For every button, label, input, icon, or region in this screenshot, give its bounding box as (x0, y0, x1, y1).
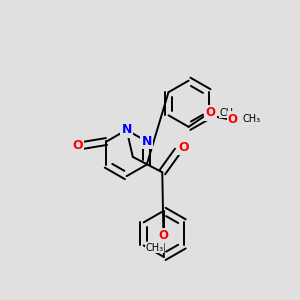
Text: N: N (142, 135, 152, 148)
Text: CH₃: CH₃ (242, 114, 260, 124)
Text: O: O (73, 139, 83, 152)
Text: O: O (228, 113, 238, 126)
Text: O: O (159, 229, 169, 242)
Text: O: O (205, 106, 215, 119)
Text: CH₃: CH₃ (146, 243, 164, 253)
Text: CH₃: CH₃ (220, 108, 238, 118)
Text: N: N (122, 123, 132, 136)
Text: O: O (178, 141, 188, 154)
